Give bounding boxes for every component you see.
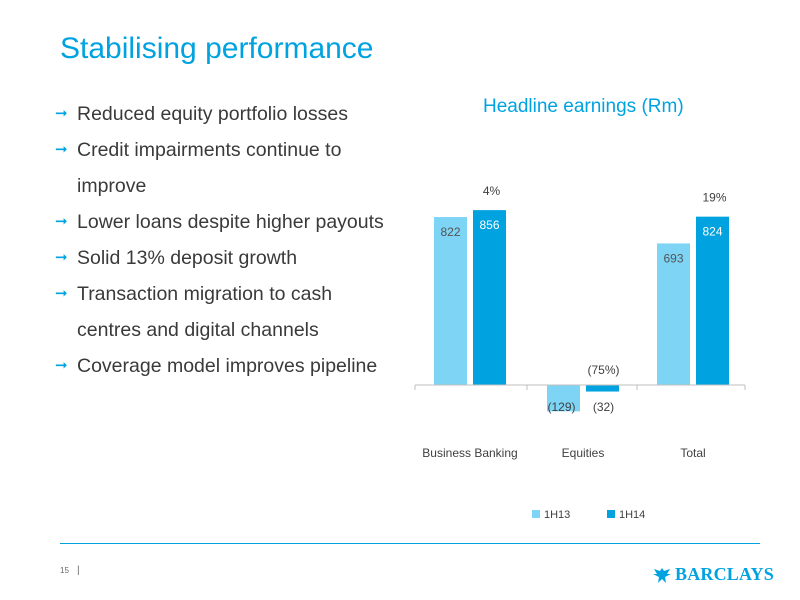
bullet-text: Coverage model improves pipeline <box>77 355 378 377</box>
eagle-icon <box>653 567 671 583</box>
legend-label: 1H14 <box>619 509 645 521</box>
bar-value-label: 856 <box>479 218 499 232</box>
bullet-text: Lower loans despite higher payouts <box>77 211 384 233</box>
bullet-text: Reduced equity portfolio losses <box>77 103 348 125</box>
bullet-text: Transaction migration to cash centres an… <box>77 283 333 341</box>
category-label: Business Banking <box>422 446 517 460</box>
bullet-item: ➞ Solid 13% deposit growth <box>55 240 395 276</box>
bar-value-label: 822 <box>440 225 460 239</box>
bullet-item: ➞ Credit impairments continue to improve <box>55 132 395 204</box>
category-label: Equities <box>562 446 605 460</box>
change-label: 19% <box>702 191 726 205</box>
bar-1h13-business-banking <box>434 217 467 385</box>
page-separator: | <box>77 565 80 576</box>
bar-value-label: (32) <box>593 400 614 414</box>
chart-title: Headline earnings (Rm) <box>483 96 684 117</box>
bar-1h13-equities <box>547 385 580 412</box>
bullet-item: ➞ Lower loans despite higher payouts <box>55 204 395 240</box>
category-label: Total <box>680 446 705 460</box>
barclays-logo: BARCLAYS <box>652 564 774 585</box>
logo-text: BARCLAYS <box>675 564 774 584</box>
bullet-text: Credit impairments continue to improve <box>77 139 342 197</box>
bullet-item: ➞ Reduced equity portfolio losses <box>55 96 395 132</box>
legend-swatch-1h13 <box>532 510 540 518</box>
bar-1h13-total <box>657 243 690 385</box>
legend-swatch-1h14 <box>607 510 615 518</box>
arrow-icon: ➞ <box>55 249 68 266</box>
change-label: (75%) <box>587 363 619 377</box>
page-number: 15 <box>60 566 69 575</box>
bar-value-label: (129) <box>547 400 575 414</box>
arrow-icon: ➞ <box>55 213 68 230</box>
bullet-text: Solid 13% deposit growth <box>77 247 298 269</box>
bullet-item: ➞ Transaction migration to cash centres a… <box>55 276 395 348</box>
arrow-icon: ➞ <box>55 141 68 158</box>
bar-value-label: 693 <box>663 251 683 265</box>
bar-1h14-business-banking <box>473 210 506 385</box>
slide-title: Stabilising performance <box>60 32 374 65</box>
legend-label: 1H13 <box>544 509 570 521</box>
bar-1h14-equities <box>586 385 619 392</box>
change-label: 4% <box>483 184 501 198</box>
bar-value-label: 824 <box>702 225 722 239</box>
bullet-list: ➞ Reduced equity portfolio losses ➞ Credit… <box>55 96 395 384</box>
arrow-icon: ➞ <box>55 357 68 374</box>
bar-1h14-total <box>696 216 729 385</box>
bullet-item: ➞ Coverage model improves pipeline <box>55 348 395 384</box>
arrow-icon: ➞ <box>55 105 68 122</box>
footer-divider <box>60 543 760 544</box>
arrow-icon: ➞ <box>55 285 68 302</box>
